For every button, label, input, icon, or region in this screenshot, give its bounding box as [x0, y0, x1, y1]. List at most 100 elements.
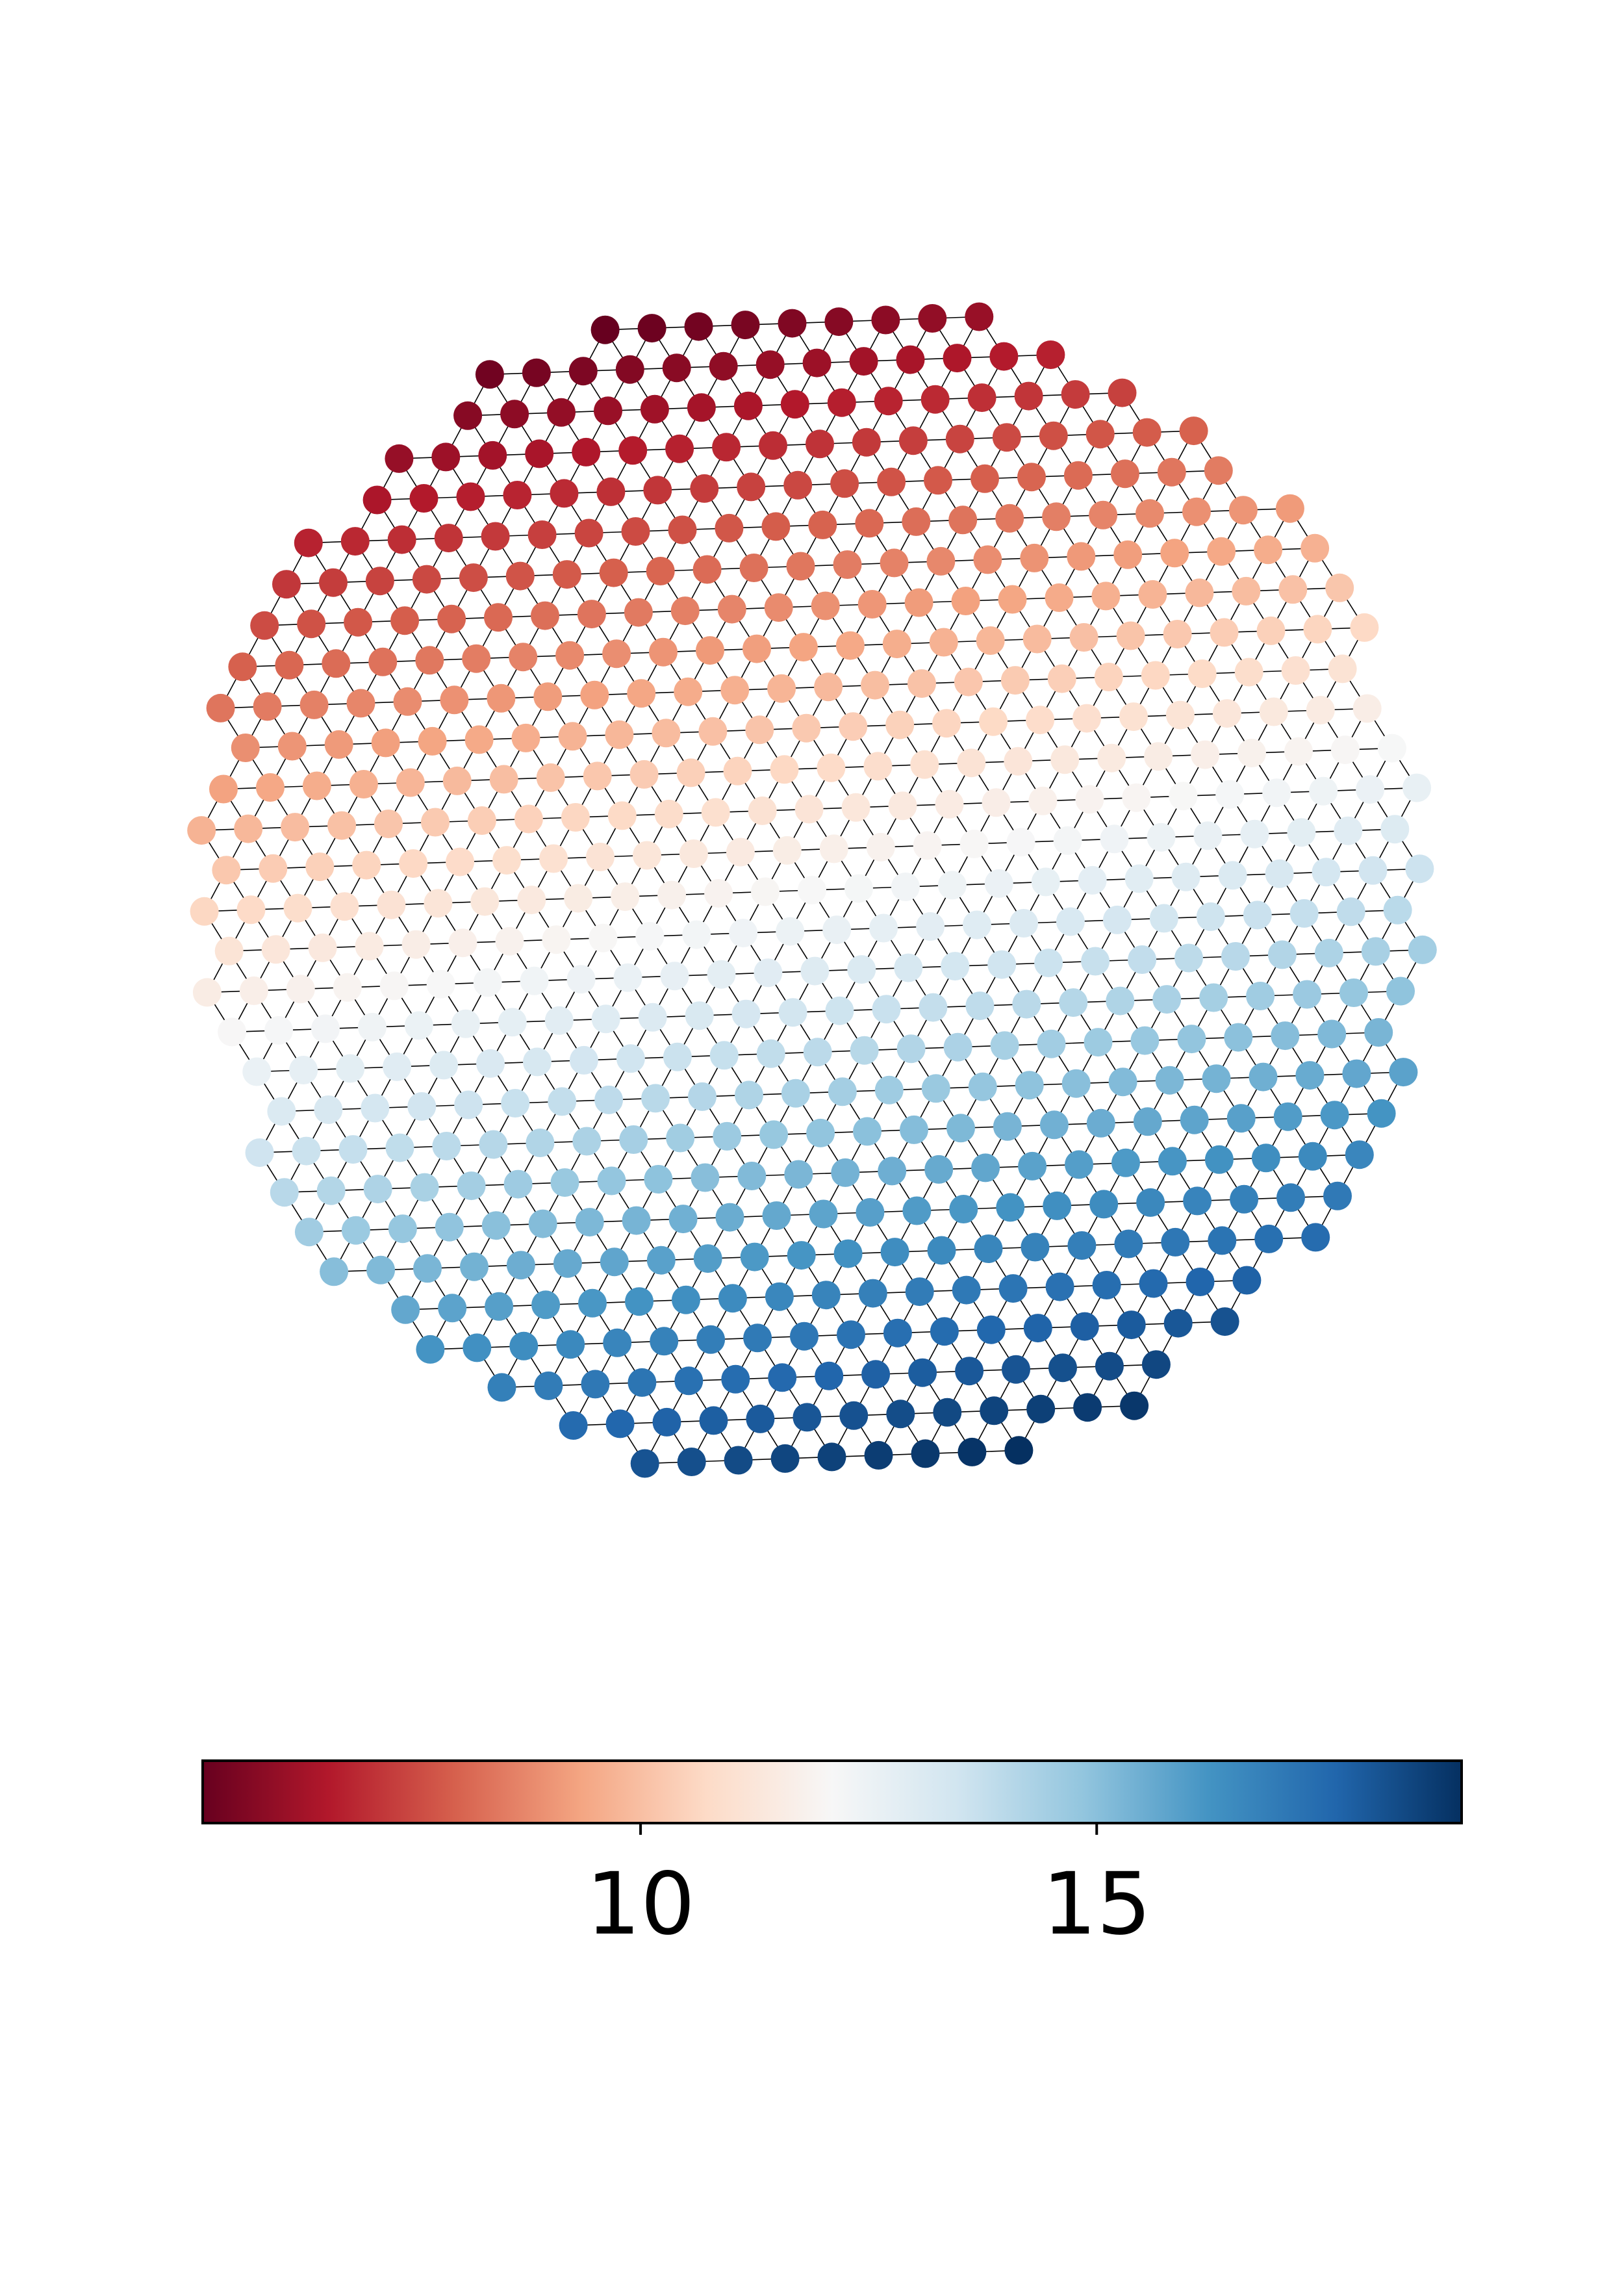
mesh-node	[1367, 1099, 1396, 1128]
mesh-node	[1323, 1181, 1352, 1210]
colorbar-gradient	[201, 1759, 1463, 1824]
mesh-node	[1278, 575, 1308, 604]
mesh-node	[811, 591, 840, 620]
mesh-node	[1078, 865, 1107, 895]
mesh-node	[692, 555, 722, 584]
mesh-node	[885, 710, 915, 739]
mesh-node	[1063, 461, 1093, 490]
mesh-node	[236, 895, 266, 925]
mesh-node	[399, 849, 428, 878]
mesh-node	[581, 1370, 610, 1399]
mesh-node	[872, 995, 901, 1024]
mesh-node	[806, 429, 834, 459]
mesh-node	[855, 509, 884, 538]
mesh-node	[407, 1092, 437, 1121]
mesh-node	[927, 1236, 956, 1265]
mesh-node	[886, 1399, 915, 1429]
mesh-node	[748, 796, 777, 825]
mesh-node	[687, 393, 716, 422]
mesh-node	[1186, 1268, 1215, 1296]
mesh-node	[492, 846, 522, 875]
mesh-node	[819, 834, 848, 863]
mesh-node	[618, 436, 648, 465]
mesh-node	[413, 1254, 442, 1283]
mesh-node	[627, 679, 656, 708]
mesh-node	[729, 919, 758, 948]
mesh-node	[863, 752, 893, 781]
mesh-node	[776, 917, 805, 946]
mesh-node	[619, 1125, 648, 1154]
mesh-node	[527, 520, 557, 549]
mesh-node	[622, 1206, 651, 1235]
mesh-node	[998, 1274, 1028, 1303]
mesh-node	[481, 1211, 511, 1240]
mesh-node	[1113, 540, 1143, 569]
mesh-node	[1193, 821, 1223, 850]
mesh-node	[1036, 340, 1065, 369]
mesh-node	[759, 431, 787, 460]
mesh-node	[765, 1282, 794, 1311]
mesh-node	[755, 350, 785, 379]
mesh-node	[930, 1317, 959, 1346]
mesh-node	[1251, 1143, 1280, 1173]
mesh-node	[1141, 661, 1170, 690]
mesh-node	[547, 398, 576, 427]
mesh-node	[368, 647, 398, 676]
mesh-node	[693, 1244, 722, 1273]
mesh-node	[943, 344, 972, 373]
mesh-node	[676, 758, 705, 787]
mesh-node	[640, 394, 669, 424]
mesh-node	[575, 1208, 604, 1237]
mesh-node	[772, 836, 802, 865]
mesh-node	[874, 387, 903, 416]
mesh-node	[365, 567, 394, 596]
colorbar-tick-label: 10	[586, 1854, 695, 1954]
mesh-node	[756, 1039, 785, 1068]
mesh-node	[577, 600, 606, 629]
mesh-node	[635, 922, 665, 951]
mesh-node	[432, 1132, 461, 1160]
mesh-node	[633, 841, 661, 870]
mesh-node	[270, 1178, 299, 1207]
mesh-node	[1342, 1059, 1371, 1088]
mesh-node	[723, 756, 752, 786]
mesh-node	[1075, 785, 1104, 814]
mesh-node	[1265, 859, 1294, 888]
mesh-node	[387, 525, 416, 554]
mesh-node	[206, 693, 235, 722]
mesh-node	[1039, 421, 1068, 450]
mesh-node	[1160, 539, 1189, 568]
mesh-node	[1281, 656, 1310, 685]
mesh-node	[911, 1439, 940, 1468]
mesh-node	[1091, 581, 1121, 611]
mesh-node	[1106, 986, 1135, 1016]
mesh-node	[1128, 945, 1157, 974]
mesh-node	[696, 1325, 726, 1354]
mesh-node	[615, 355, 644, 384]
mesh-node	[663, 1042, 692, 1071]
mesh-node	[1383, 895, 1412, 925]
mesh-node	[724, 1446, 753, 1475]
mesh-node	[272, 570, 301, 599]
mesh-node	[649, 637, 678, 667]
mesh-node	[1352, 694, 1382, 723]
mesh-node	[526, 1129, 555, 1157]
mesh-node	[1262, 778, 1291, 808]
mesh-node	[704, 879, 733, 908]
mesh-node	[924, 1155, 954, 1184]
mesh-node	[569, 1045, 598, 1075]
mesh-node	[1254, 535, 1283, 565]
mesh-node	[1312, 858, 1341, 887]
mesh-node	[1350, 613, 1379, 642]
mesh-node	[839, 712, 868, 741]
mesh-node	[475, 360, 504, 389]
mesh-node	[1037, 1029, 1066, 1058]
mesh-node	[835, 631, 865, 660]
mesh-node	[624, 598, 653, 627]
mesh-node	[916, 912, 945, 941]
mesh-node	[552, 560, 581, 589]
mesh-node	[696, 636, 724, 665]
mesh-node	[652, 1407, 681, 1437]
mesh-node	[503, 1169, 533, 1199]
mesh-node	[946, 1114, 975, 1143]
